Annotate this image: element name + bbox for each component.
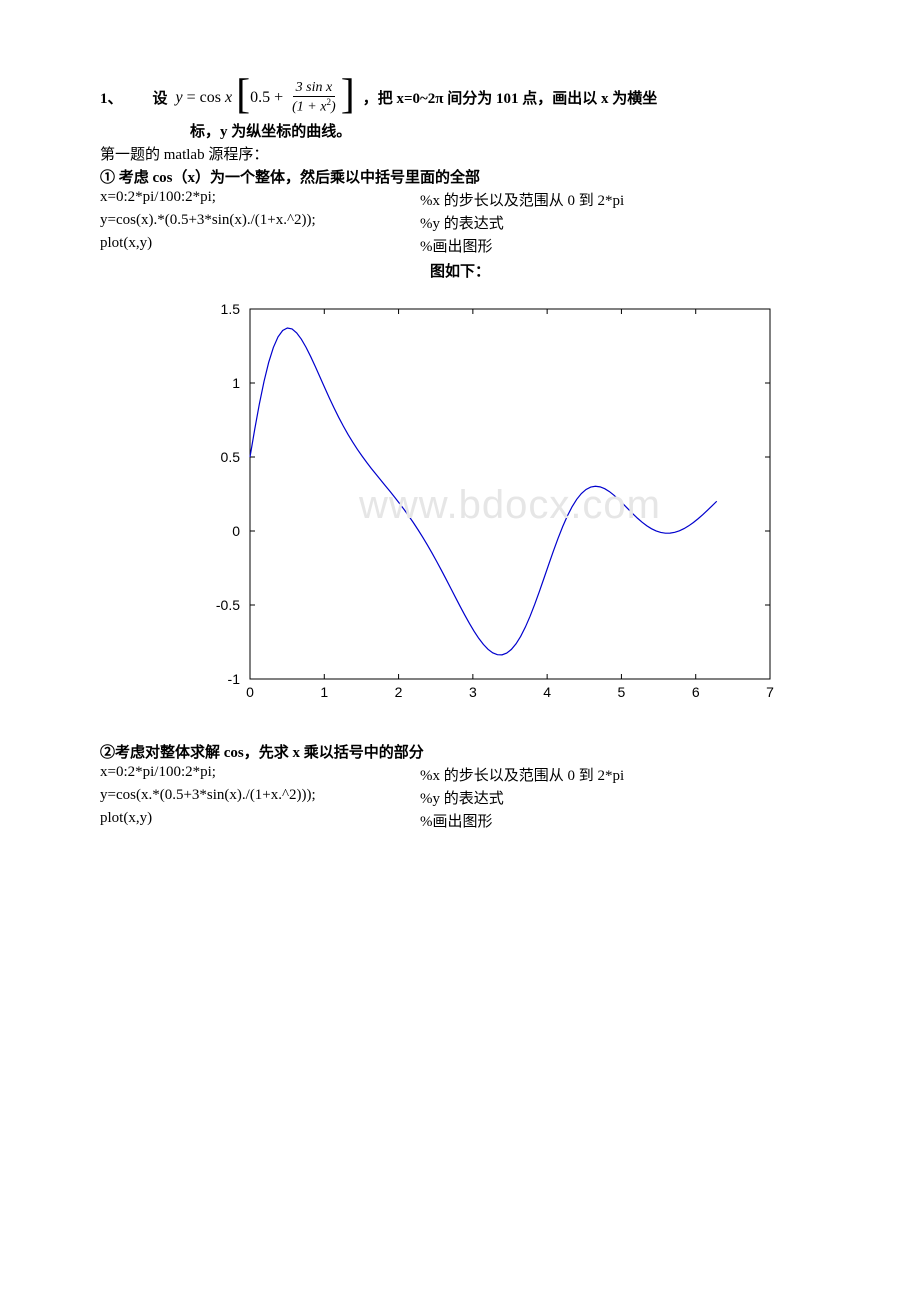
svg-text:7: 7 (766, 684, 774, 700)
eq-cos: cos (200, 89, 221, 107)
svg-text:2: 2 (395, 684, 403, 700)
code-text: y=cos(x.*(0.5+3*sin(x)./(1+x.^2))); (100, 787, 420, 808)
svg-text:-1: -1 (228, 671, 241, 687)
code-comment: %y 的表达式 (420, 212, 504, 233)
svg-text:0: 0 (232, 523, 240, 539)
eq-x1: x (225, 89, 232, 107)
svg-text:1: 1 (320, 684, 328, 700)
eq-equals: = (187, 89, 196, 107)
question-prefix: 设 (153, 87, 168, 108)
code-text: plot(x,y) (100, 235, 420, 256)
chart-container: www.bdocx.com 01234567-1-0.500.511.5 (190, 291, 830, 711)
chart-caption: 图如下： (60, 260, 860, 281)
code-row: plot(x,y)%画出图形 (100, 810, 860, 831)
svg-text:1: 1 (232, 375, 240, 391)
fraction: 3 sin x (1 + x2) (289, 80, 339, 116)
code-row: x=0:2*pi/100:2*pi;%x 的步长以及范围从 0 到 2*pi (100, 764, 860, 785)
code-text: x=0:2*pi/100:2*pi; (100, 189, 420, 210)
code-row: y=cos(x.*(0.5+3*sin(x)./(1+x.^2)));%y 的表… (100, 787, 860, 808)
eq-const: 0.5 (250, 89, 270, 107)
code-row: y=cos(x).*(0.5+3*sin(x)./(1+x.^2));%y 的表… (100, 212, 860, 233)
code-block-1: x=0:2*pi/100:2*pi;%x 的步长以及范围从 0 到 2*piy=… (60, 189, 860, 256)
svg-text:4: 4 (543, 684, 551, 700)
code-comment: %x 的步长以及范围从 0 到 2*pi (420, 764, 624, 785)
svg-text:-0.5: -0.5 (216, 597, 240, 613)
bracket-open: [ (236, 79, 250, 113)
question-number: 1、 (100, 87, 123, 108)
program-intro: 第一题的 matlab 源程序： (100, 143, 860, 164)
code-row: plot(x,y)%画出图形 (100, 235, 860, 256)
code-comment: %画出图形 (420, 810, 493, 831)
question-line-1: 1、 设 y = cos x [ 0.5 + 3 sin x (1 + x2) … (60, 80, 860, 116)
fraction-den: (1 + x2) (289, 97, 339, 116)
svg-text:3: 3 (469, 684, 477, 700)
svg-text:0: 0 (246, 684, 254, 700)
code-block-2: x=0:2*pi/100:2*pi;%x 的步长以及范围从 0 到 2*piy=… (60, 764, 860, 831)
line-chart: 0 1 2 3 4 5 6 7 -1 -0.5 0 0.5 1 1.5 (190, 291, 790, 711)
eq-plus: + (274, 89, 283, 107)
question-line-2: 标，y 为纵坐标的曲线。 (190, 120, 860, 141)
code-text: y=cos(x).*(0.5+3*sin(x)./(1+x.^2)); (100, 212, 420, 233)
code-text: x=0:2*pi/100:2*pi; (100, 764, 420, 785)
code-row: x=0:2*pi/100:2*pi;%x 的步长以及范围从 0 到 2*pi (100, 189, 860, 210)
bracket-close: ] (341, 79, 355, 113)
code-comment: %y 的表达式 (420, 787, 504, 808)
code-comment: %x 的步长以及范围从 0 到 2*pi (420, 189, 624, 210)
svg-text:0.5: 0.5 (221, 449, 241, 465)
equation: y = cos x [ 0.5 + 3 sin x (1 + x2) ] (176, 80, 355, 116)
section2-title: ②考虑对整体求解 cos，先求 x 乘以括号中的部分 (100, 741, 860, 762)
section1-title: ① 考虑 cos（x）为一个整体，然后乘以中括号里面的全部 (100, 166, 860, 187)
svg-text:5: 5 (618, 684, 626, 700)
eq-y: y (176, 89, 183, 107)
question-suffix-1: ，把 x=0~2π 间分为 101 点，画出以 x 为横坐 (363, 87, 658, 108)
code-text: plot(x,y) (100, 810, 420, 831)
fraction-num: 3 sin x (293, 80, 336, 97)
svg-text:1.5: 1.5 (221, 301, 241, 317)
svg-text:6: 6 (692, 684, 700, 700)
code-comment: %画出图形 (420, 235, 493, 256)
